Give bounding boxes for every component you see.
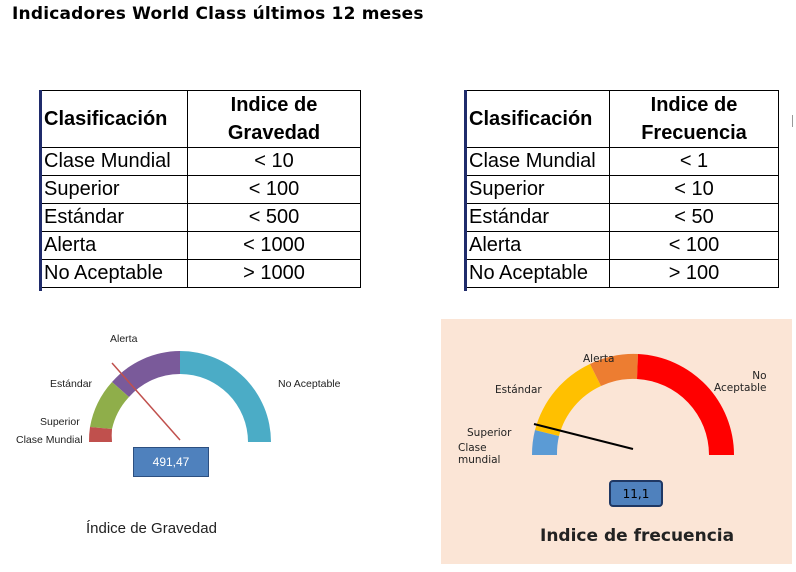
row-clase: Estándar [40, 203, 188, 232]
row-valor: < 100 [609, 231, 779, 260]
gauge-segment-superior [531, 430, 559, 455]
table-left-accent [39, 90, 42, 291]
row-clase: Alerta [465, 231, 610, 260]
table-row: Clase Mundial < 1 [465, 147, 779, 176]
row-clase: Superior [40, 175, 188, 204]
row-valor: < 50 [609, 203, 779, 232]
row-valor: > 1000 [187, 259, 361, 288]
gauge-needle [533, 423, 634, 450]
gauge-segment-clase-mundial [88, 427, 112, 442]
table-indice-frecuencia: Clasificación Indice de Frecuencia Clase… [465, 90, 779, 288]
row-clase: Clase Mundial [40, 147, 188, 176]
edge-mark [792, 115, 793, 127]
row-clase: Superior [465, 175, 610, 204]
gauge-label-clase-mundial: Clase Mundial [16, 434, 83, 446]
gauge-segment-alerta [590, 353, 638, 386]
gauge-label-clase-mundial: Clase mundial [458, 442, 500, 466]
header-clasificacion: Clasificación [40, 90, 188, 148]
label-line-1: No [752, 370, 767, 382]
gauge-segment-superior [90, 382, 129, 429]
row-clase: No Aceptable [465, 259, 610, 288]
row-clase: Estándar [465, 203, 610, 232]
table-row: Alerta < 100 [465, 231, 779, 260]
gauge-label-no-aceptable: No Aceptable [714, 370, 767, 394]
table-row: Clase Mundial < 10 [40, 147, 361, 176]
gauge-label-superior: Superior [467, 427, 512, 439]
gauge-gravedad [88, 351, 271, 442]
label-line-2: Aceptable [714, 382, 767, 394]
table-indice-gravedad: Clasificación Indice de Gravedad Clase M… [40, 90, 361, 288]
gauge-label-no-aceptable: No Aceptable [278, 378, 341, 390]
header-line-1: Indice de [650, 94, 738, 116]
table-left-accent [464, 90, 467, 291]
header-clasificacion: Clasificación [465, 90, 610, 148]
table-header-row: Clasificación Indice de Frecuencia [465, 90, 779, 148]
gauge-value-frecuencia: 11,1 [609, 480, 663, 507]
row-clase: Alerta [40, 231, 188, 260]
table-row: Superior < 100 [40, 175, 361, 204]
header-indice-gravedad: Indice de Gravedad [187, 90, 361, 148]
row-valor: < 10 [609, 175, 779, 204]
row-valor: > 100 [609, 259, 779, 288]
gauge-value-gravedad: 491,47 [133, 447, 209, 477]
row-valor: < 500 [187, 203, 361, 232]
table-row: Alerta < 1000 [40, 231, 361, 260]
row-valor: < 100 [187, 175, 361, 204]
table-header-row: Clasificación Indice de Gravedad [40, 90, 361, 148]
row-valor: < 1000 [187, 231, 361, 260]
row-valor: < 1 [609, 147, 779, 176]
row-clase: No Aceptable [40, 259, 188, 288]
gauge-frecuencia [531, 353, 735, 455]
table-row: Superior < 10 [465, 175, 779, 204]
header-line-2: Frecuencia [641, 122, 747, 144]
table-row: No Aceptable > 1000 [40, 259, 361, 288]
header-indice-frecuencia: Indice de Frecuencia [609, 90, 779, 148]
gauge-segment-estandar [112, 351, 180, 397]
label-line-1: Clase [458, 442, 487, 454]
row-valor: < 10 [187, 147, 361, 176]
gauge-label-alerta: Alerta [110, 333, 138, 345]
header-line-2: Gravedad [227, 122, 321, 144]
table-row: Estándar < 50 [465, 203, 779, 232]
gauge-segment-estandar [535, 364, 601, 436]
table-row: No Aceptable > 100 [465, 259, 779, 288]
page-title: Indicadores World Class últimos 12 meses [12, 4, 424, 24]
gauge-caption-gravedad: Índice de Gravedad [86, 520, 217, 537]
label-line-2: mundial [458, 454, 501, 466]
row-clase: Clase Mundial [465, 147, 610, 176]
table-row: Estándar < 500 [40, 203, 361, 232]
gauge-caption-frecuencia: Indice de frecuencia [540, 526, 735, 546]
gauge-label-alerta: Alerta [583, 353, 615, 365]
gauge-label-estandar: Estándar [50, 378, 93, 390]
gauge-label-superior: Superior [40, 416, 80, 428]
gauge-segment-no-aceptable [180, 351, 271, 442]
header-line-1: Indice de [230, 94, 318, 116]
gauge-needle [111, 362, 181, 441]
gauge-label-estandar: Estándar [495, 384, 542, 396]
gauge-segment-no-aceptable [637, 354, 735, 455]
